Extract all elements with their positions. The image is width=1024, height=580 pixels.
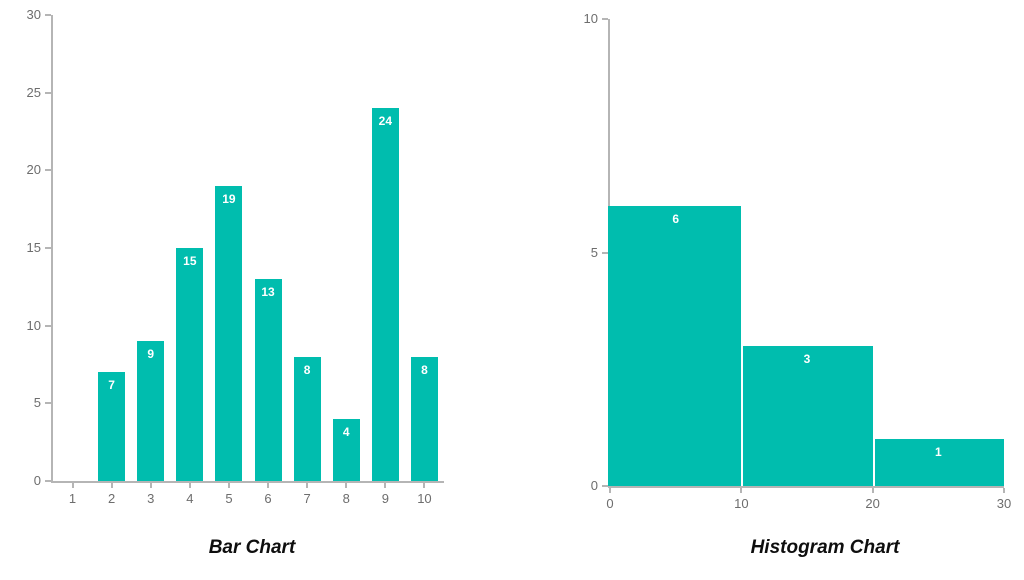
y-axis-tick-label: 0 [590, 478, 598, 493]
y-axis-tick-label: 25 [26, 84, 41, 100]
x-axis-tick-label: 30 [996, 496, 1012, 511]
y-axis-tick [45, 169, 51, 172]
x-axis-tick [423, 483, 426, 488]
x-axis-tick-label: 10 [734, 496, 749, 511]
bar [332, 418, 360, 481]
y-axis-line [51, 15, 53, 483]
bar-value-label: 19 [222, 191, 236, 206]
x-axis-tick-label: 1 [68, 491, 77, 506]
histogram-bin [741, 345, 873, 486]
y-axis-tick [602, 251, 608, 254]
x-axis-tick-label: 6 [264, 491, 272, 506]
y-axis-tick-label: 10 [26, 317, 41, 333]
histogram-chart-title: Histogram Chart [750, 537, 900, 558]
y-axis-tick [45, 324, 51, 327]
bar [137, 341, 165, 481]
bin-value-label: 6 [672, 211, 679, 226]
y-axis-tick [45, 14, 51, 16]
x-axis-tick-label: 5 [225, 491, 233, 506]
bar [98, 372, 126, 481]
x-axis-tick [188, 483, 191, 488]
y-axis-tick [45, 480, 51, 482]
x-axis-tick [110, 483, 113, 488]
x-axis-tick-label: 10 [417, 491, 432, 506]
x-axis-tick-label: 9 [381, 491, 389, 506]
bar-value-label: 8 [303, 362, 311, 377]
x-axis-tick [306, 483, 309, 488]
y-axis-tick-label: 10 [583, 11, 598, 26]
y-axis-tick-label: 0 [33, 473, 41, 488]
y-axis-tick-label: 30 [26, 7, 41, 22]
histogram-bin [872, 439, 1004, 486]
bar-chart-title: Bar Chart [208, 537, 296, 558]
bar-value-label: 9 [147, 347, 155, 362]
x-axis-tick-label: 0 [606, 496, 614, 511]
x-axis-tick [149, 483, 152, 488]
x-axis-tick-label: 3 [147, 491, 155, 506]
x-axis-tick-label: 20 [865, 496, 880, 511]
bar [371, 108, 399, 481]
x-axis-tick [227, 483, 230, 488]
y-axis-tick-label: 5 [33, 395, 41, 411]
x-axis-tick [345, 483, 348, 488]
bar-value-label: 8 [421, 362, 428, 377]
y-axis-tick-label: 5 [590, 244, 598, 260]
x-axis-line [608, 486, 1004, 488]
bar [254, 279, 282, 481]
bar-value-label: 15 [183, 254, 197, 268]
x-axis-tick-label: 2 [108, 491, 116, 506]
x-axis-tick-label: 7 [303, 491, 311, 506]
x-axis-tick-label: 4 [186, 491, 194, 506]
y-axis-tick [602, 485, 608, 487]
bar [215, 185, 243, 481]
bar-value-label: 13 [261, 285, 275, 300]
x-axis-tick [609, 488, 611, 493]
x-axis-tick [1003, 488, 1005, 493]
x-axis-tick [871, 488, 874, 493]
bin-value-label: 1 [934, 445, 942, 460]
bar [293, 356, 321, 481]
y-axis-tick [602, 18, 608, 20]
bar-value-label: 24 [378, 114, 393, 129]
y-axis-tick [45, 402, 51, 405]
bin-value-label: 3 [803, 351, 811, 366]
y-axis-tick [45, 91, 51, 94]
y-axis-tick-label: 20 [26, 162, 41, 178]
bar-value-label: 7 [108, 378, 115, 393]
x-axis-tick [71, 483, 74, 488]
x-axis-line [51, 481, 444, 483]
bar [176, 248, 204, 481]
y-axis-tick-label: 15 [26, 240, 41, 255]
x-axis-tick [384, 483, 387, 488]
bar [410, 356, 438, 481]
histogram-bin [608, 205, 742, 486]
y-axis-tick [45, 247, 51, 249]
x-axis-tick [740, 488, 743, 493]
x-axis-tick-label: 8 [342, 491, 350, 506]
x-axis-tick [267, 483, 270, 488]
bar-value-label: 4 [342, 424, 350, 439]
